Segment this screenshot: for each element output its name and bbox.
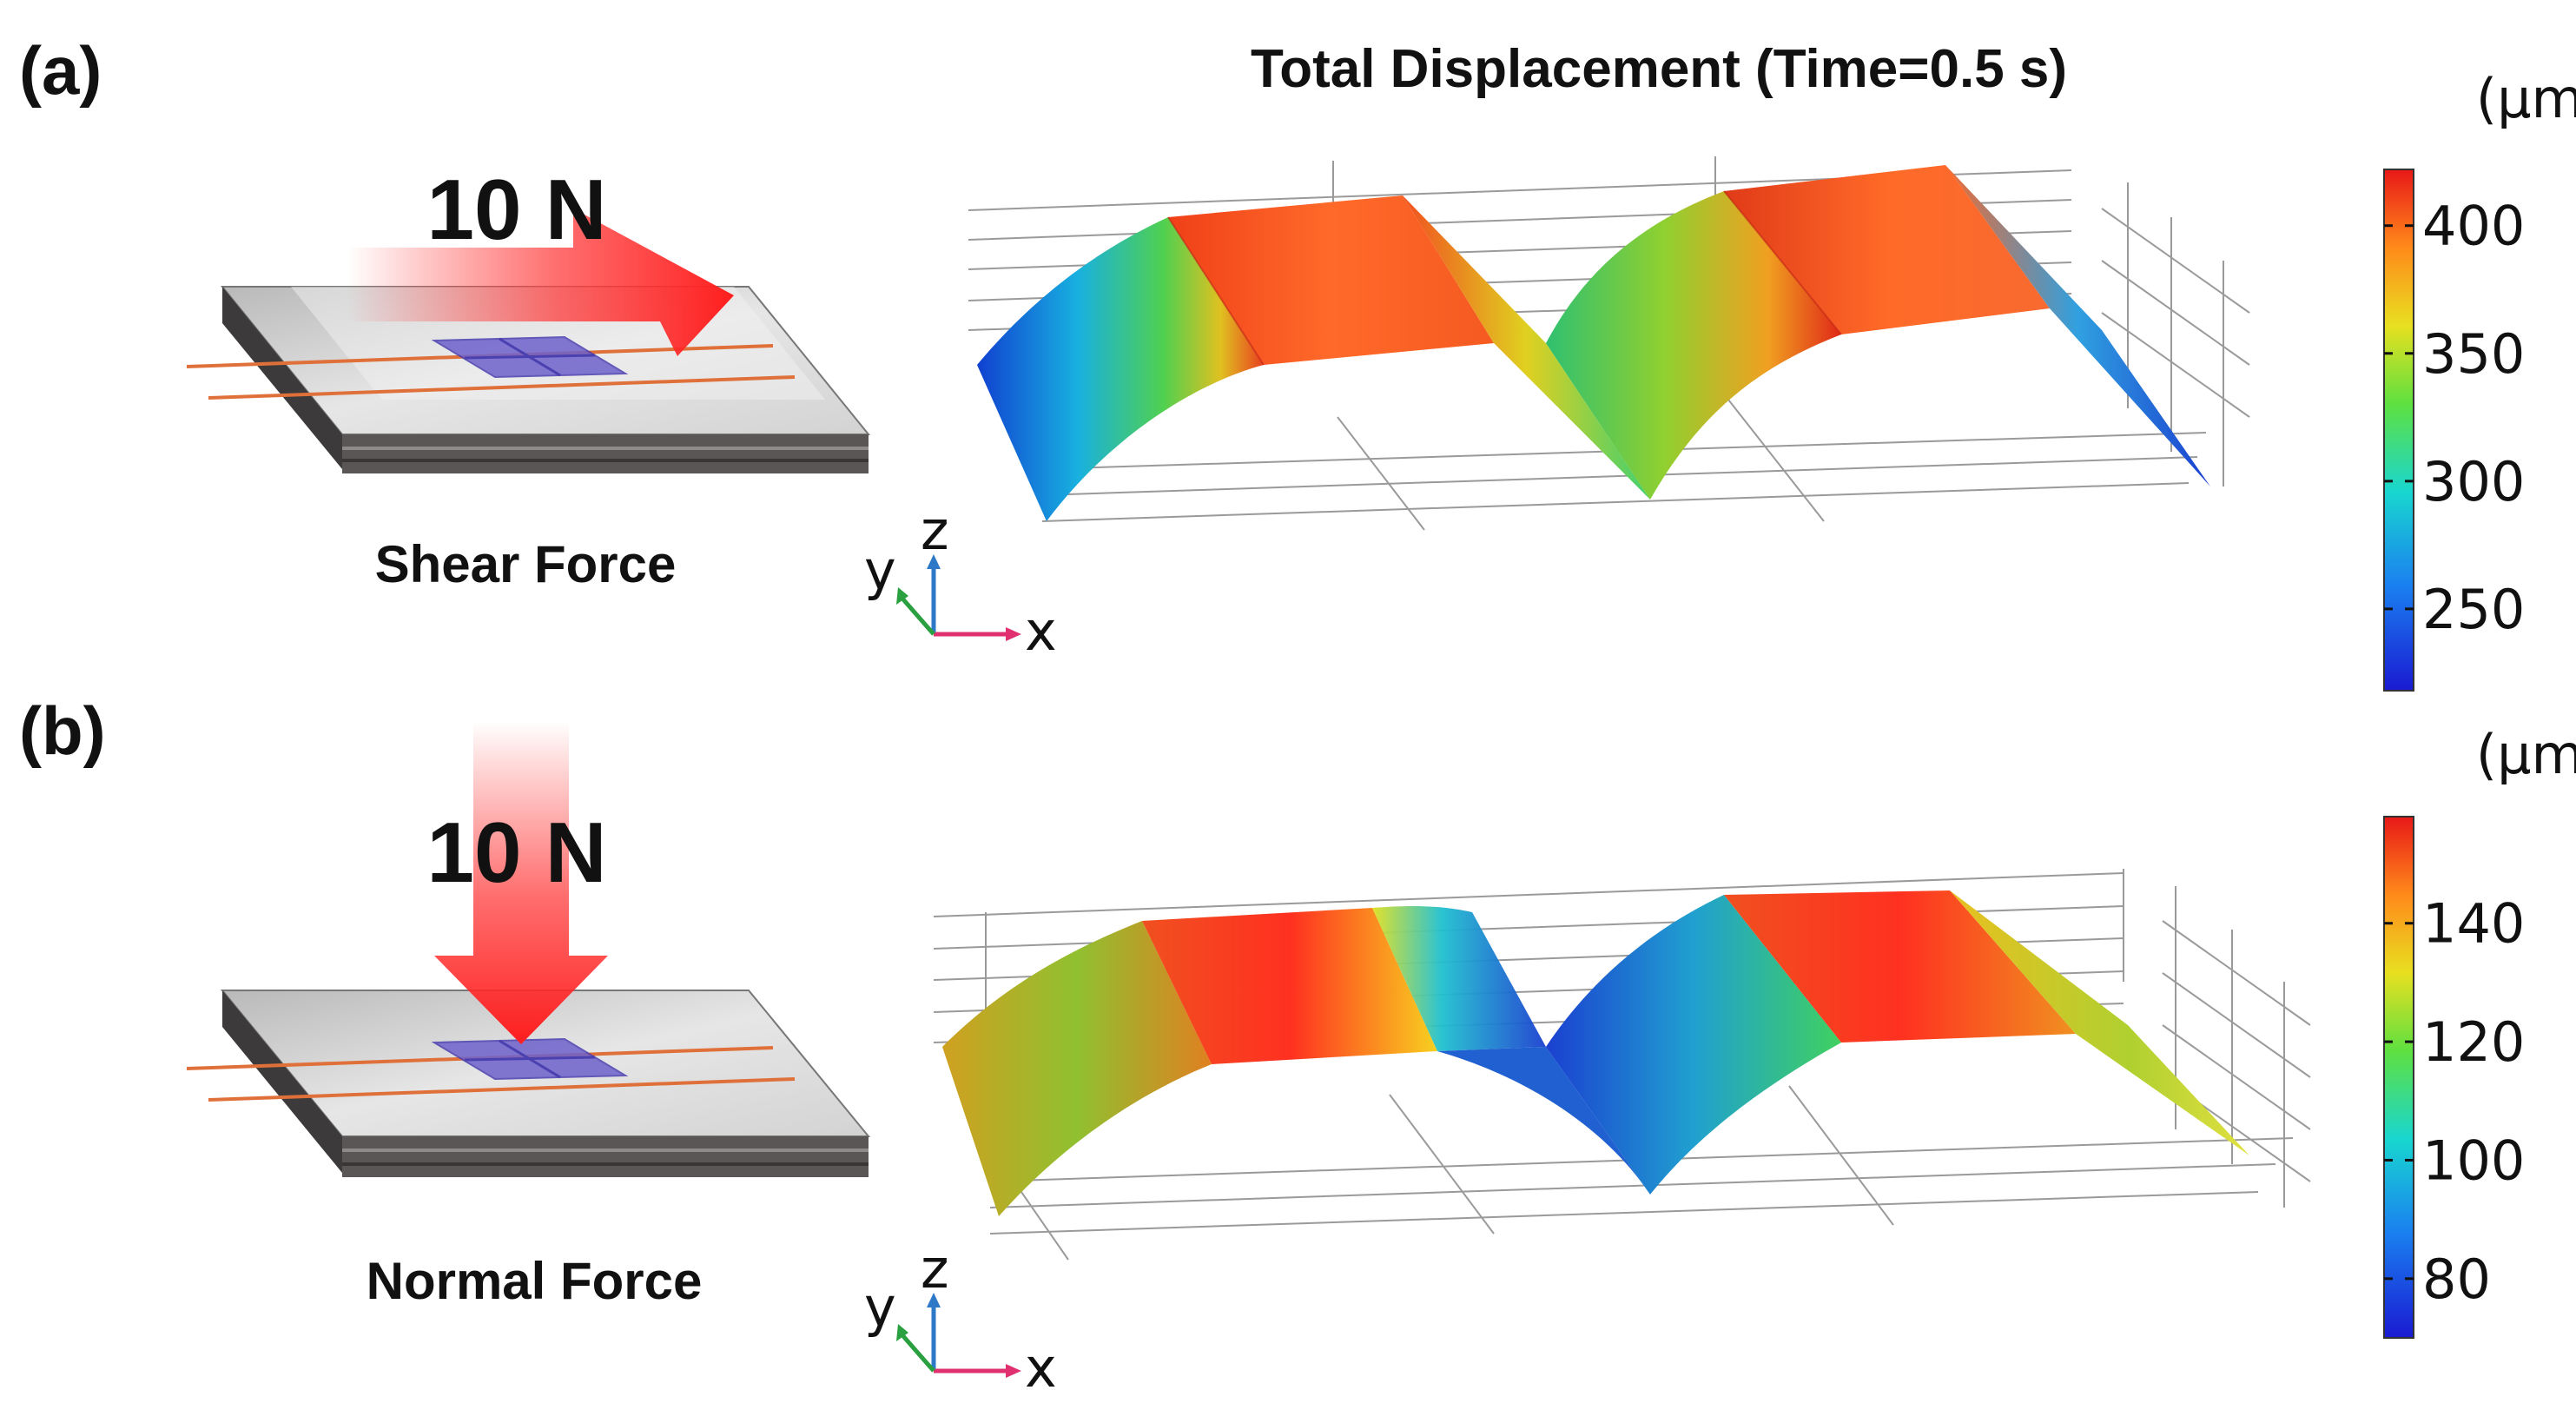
force-name-a: Shear Force — [375, 535, 677, 593]
panel-a: (a) 10 N Shear Force — [19, 32, 2576, 692]
colorbar-tick-label: 300 — [2422, 450, 2525, 513]
axis-x-label: x — [1025, 1336, 1057, 1400]
axis-z-label: z — [921, 1237, 949, 1301]
axes-triad-b: z y x — [864, 1237, 1057, 1400]
colorbar-ticks-a: 400 350 300 250 — [2384, 195, 2525, 641]
device-a: 10 N Shear Force — [186, 162, 871, 593]
colorbar-unit-b: (μm) — [2476, 723, 2576, 786]
axis-x-label: x — [1025, 599, 1057, 663]
device-left-side — [222, 287, 342, 469]
figure-title: Total Displacement (Time=0.5 s) — [1251, 39, 2067, 99]
colorbar-tick-label: 350 — [2422, 322, 2525, 386]
axes-triad-a: z y x — [864, 499, 1057, 663]
device-front-side — [342, 1136, 869, 1177]
panel-a-label: (a) — [19, 32, 102, 109]
axis-z-label: z — [921, 499, 949, 562]
force-value-b: 10 N — [426, 804, 606, 900]
device-b: 10 N Normal Force — [186, 721, 871, 1310]
force-name-b: Normal Force — [367, 1252, 703, 1310]
colorbar-tick-label: 250 — [2422, 578, 2525, 641]
shear-force-arrow — [347, 209, 734, 356]
colorbar-tick-label: 80 — [2422, 1248, 2491, 1311]
colorbar-tick-label: 400 — [2422, 195, 2525, 258]
electrode-line — [208, 375, 796, 400]
colorbar-a: (μm) 400 350 300 250 — [2383, 67, 2576, 692]
axis-y-label: y — [864, 1275, 896, 1339]
panel-b: (b) 10 N Normal Force — [19, 692, 2576, 1400]
force-value-a: 10 N — [426, 162, 606, 257]
panel-b-label: (b) — [19, 692, 106, 769]
normal-force-arrow — [434, 721, 608, 1044]
colorbar-b: (μm) 140 120 100 80 — [2383, 723, 2576, 1339]
electrode-line — [208, 1077, 796, 1102]
device-front-side — [342, 434, 869, 473]
colorbar-tick-label: 100 — [2422, 1129, 2525, 1192]
axis-y-label: y — [864, 539, 896, 602]
colorbar-ticks-b: 140 120 100 80 — [2384, 892, 2525, 1311]
displacement-surface-a — [977, 165, 2210, 521]
device-left-side — [222, 990, 342, 1173]
colorbar-tick-label: 120 — [2422, 1010, 2525, 1074]
colorbar-unit-a: (μm) — [2476, 67, 2576, 130]
colorbar-tick-label: 140 — [2422, 892, 2525, 956]
displacement-surface-b — [942, 890, 2249, 1216]
